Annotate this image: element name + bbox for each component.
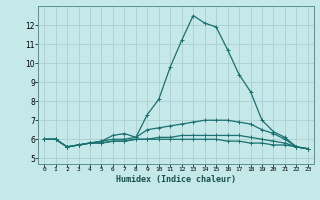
X-axis label: Humidex (Indice chaleur): Humidex (Indice chaleur)	[116, 175, 236, 184]
